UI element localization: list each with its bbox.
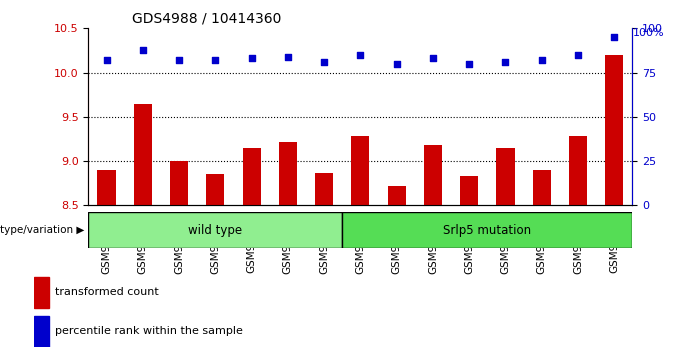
Point (500, 59, 511, 65)
FancyBboxPatch shape (88, 212, 342, 248)
Text: transformed count: transformed count (56, 287, 159, 297)
Bar (34, 316, 49, 347)
Point (609, 34, 619, 40)
Point (355, 52, 366, 58)
Bar (532, 170, 551, 205)
Bar (424, 145, 442, 205)
Bar (605, 55, 624, 205)
FancyBboxPatch shape (342, 212, 632, 248)
Point (210, 57, 221, 63)
Bar (460, 176, 478, 205)
Text: GDS4988 / 10414360: GDS4988 / 10414360 (132, 12, 282, 26)
Point (391, 61, 402, 67)
Bar (243, 148, 260, 205)
Bar (170, 161, 188, 205)
Bar (315, 173, 333, 205)
Point (282, 54, 293, 59)
Bar (496, 148, 515, 205)
Point (101, 57, 112, 63)
Text: percentile rank within the sample: percentile rank within the sample (56, 326, 243, 336)
Point (428, 56, 439, 61)
Point (173, 57, 184, 63)
Bar (388, 186, 406, 205)
Bar (34, 277, 49, 308)
Point (246, 56, 257, 61)
Bar (134, 103, 152, 205)
Text: Srlp5 mutation: Srlp5 mutation (443, 224, 531, 236)
Bar (97, 170, 116, 205)
Bar (352, 136, 369, 205)
Point (464, 61, 475, 67)
Point (573, 52, 583, 58)
Point (137, 47, 148, 52)
Text: genotype/variation ▶: genotype/variation ▶ (0, 225, 84, 235)
Text: 100%: 100% (632, 28, 664, 38)
Bar (569, 136, 587, 205)
Point (537, 57, 547, 63)
Text: wild type: wild type (188, 224, 242, 236)
Point (319, 59, 330, 65)
Bar (279, 142, 297, 205)
Bar (206, 174, 224, 205)
